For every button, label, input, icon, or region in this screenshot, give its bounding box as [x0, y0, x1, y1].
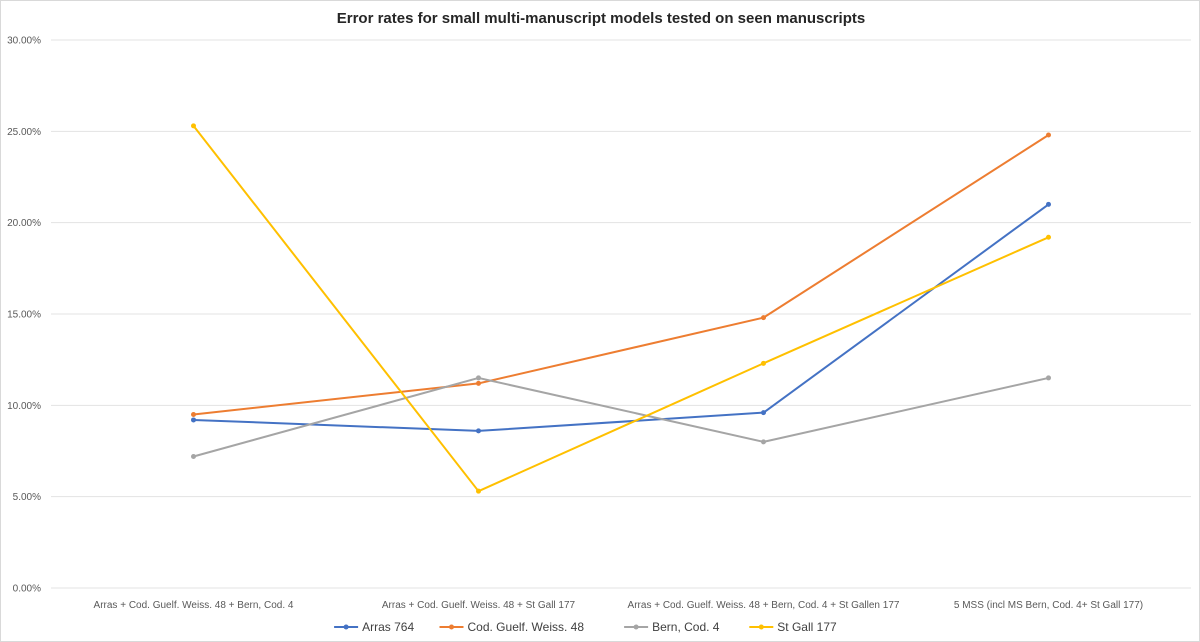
series-0 [191, 201, 1051, 434]
data-point [1046, 132, 1051, 138]
data-point [1046, 201, 1051, 207]
legend-marker [633, 624, 639, 630]
series-3 [191, 123, 1051, 494]
legend-item: Arras 764 [334, 620, 414, 634]
data-point [191, 123, 196, 129]
data-point [191, 453, 196, 459]
data-point [1046, 375, 1051, 381]
series-2 [191, 375, 1051, 459]
legend-marker [758, 624, 764, 630]
data-point [761, 410, 766, 416]
legend-label: St Gall 177 [777, 620, 837, 634]
data-point [1046, 234, 1051, 240]
series-line [193, 376, 1049, 458]
data-point [476, 428, 481, 434]
data-point [191, 417, 196, 423]
data-point [761, 439, 766, 445]
x-tick-label: 5 MSS (incl MS Bern, Cod. 4+ St Gall 177… [954, 600, 1143, 611]
gridlines [51, 39, 1191, 589]
series-line [192, 125, 1049, 493]
legend-item: Bern, Cod. 4 [624, 620, 720, 634]
data-point [761, 315, 766, 321]
data-point [476, 375, 481, 381]
legend-marker [343, 624, 349, 630]
series-lines [191, 123, 1051, 494]
y-tick-label: 30.00% [7, 36, 41, 47]
series-line [193, 203, 1050, 432]
data-point [476, 380, 481, 386]
y-tick-label: 10.00% [7, 401, 41, 412]
legend-label: Bern, Cod. 4 [652, 620, 720, 634]
x-tick-label: Arras + Cod. Guelf. Weiss. 48 + Bern, Co… [628, 600, 900, 611]
x-tick-label: Arras + Cod. Guelf. Weiss. 48 + Bern, Co… [94, 600, 294, 611]
legend: Arras 764 Cod. Guelf. Weiss. 48 Bern, Cod.… [334, 620, 837, 634]
legend-item: St Gall 177 [749, 620, 837, 634]
y-tick-label: 20.00% [7, 218, 41, 229]
x-tick-label: Arras + Cod. Guelf. Weiss. 48 + St Gall … [382, 600, 576, 611]
x-axis-ticks: Arras + Cod. Guelf. Weiss. 48 + Bern, Co… [94, 600, 1144, 611]
y-tick-label: 25.00% [7, 127, 41, 138]
y-axis-ticks: 0.00% 5.00% 10.00% 15.00% 20.00% 25.00% 30.00% [7, 36, 41, 595]
data-point [761, 360, 766, 366]
legend-label: Arras 764 [362, 620, 414, 634]
legend-label: Cod. Guelf. Weiss. 48 [468, 620, 585, 634]
chart-title: Error rates for small multi-manuscript m… [337, 10, 865, 27]
data-point [191, 411, 196, 417]
legend-item: Cod. Guelf. Weiss. 48 [439, 620, 585, 634]
data-point [476, 488, 481, 494]
y-tick-label: 5.00% [13, 492, 41, 503]
series-line [193, 134, 1050, 416]
legend-marker [449, 624, 454, 630]
y-tick-label: 15.00% [7, 310, 41, 321]
y-tick-label: 0.00% [13, 584, 41, 595]
series-1 [191, 132, 1051, 417]
